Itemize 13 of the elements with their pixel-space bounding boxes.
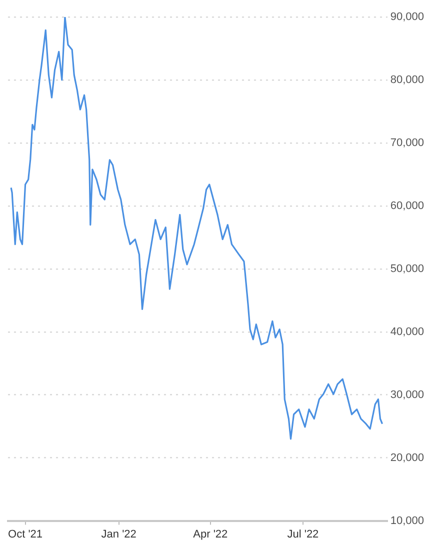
y-tick-label: 40,000 bbox=[390, 326, 424, 338]
y-tick-label: 80,000 bbox=[390, 74, 424, 86]
x-tick-label: Oct '21 bbox=[8, 528, 43, 540]
x-tick-label: Apr '22 bbox=[193, 528, 228, 540]
y-tick-label: 90,000 bbox=[390, 11, 424, 24]
y-tick-label: 60,000 bbox=[390, 200, 424, 212]
y-tick-label: 10,000 bbox=[390, 514, 424, 527]
y-tick-label: 20,000 bbox=[390, 452, 424, 464]
x-tick-label: Jul '22 bbox=[287, 528, 319, 540]
y-tick-label: 30,000 bbox=[390, 388, 424, 401]
y-tick-label: 50,000 bbox=[390, 262, 424, 275]
y-tick-label: 70,000 bbox=[390, 136, 424, 149]
x-tick-label: Jan '22 bbox=[101, 528, 136, 540]
